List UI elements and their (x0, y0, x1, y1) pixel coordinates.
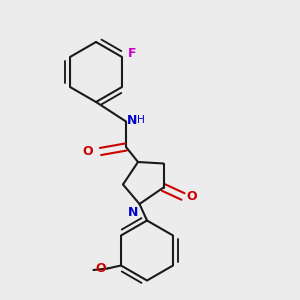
Text: F: F (128, 47, 136, 61)
Text: O: O (95, 262, 106, 275)
Text: O: O (82, 145, 93, 158)
Text: N: N (128, 206, 138, 218)
Text: N: N (127, 113, 137, 127)
Text: O: O (187, 190, 197, 203)
Text: H: H (137, 115, 145, 125)
